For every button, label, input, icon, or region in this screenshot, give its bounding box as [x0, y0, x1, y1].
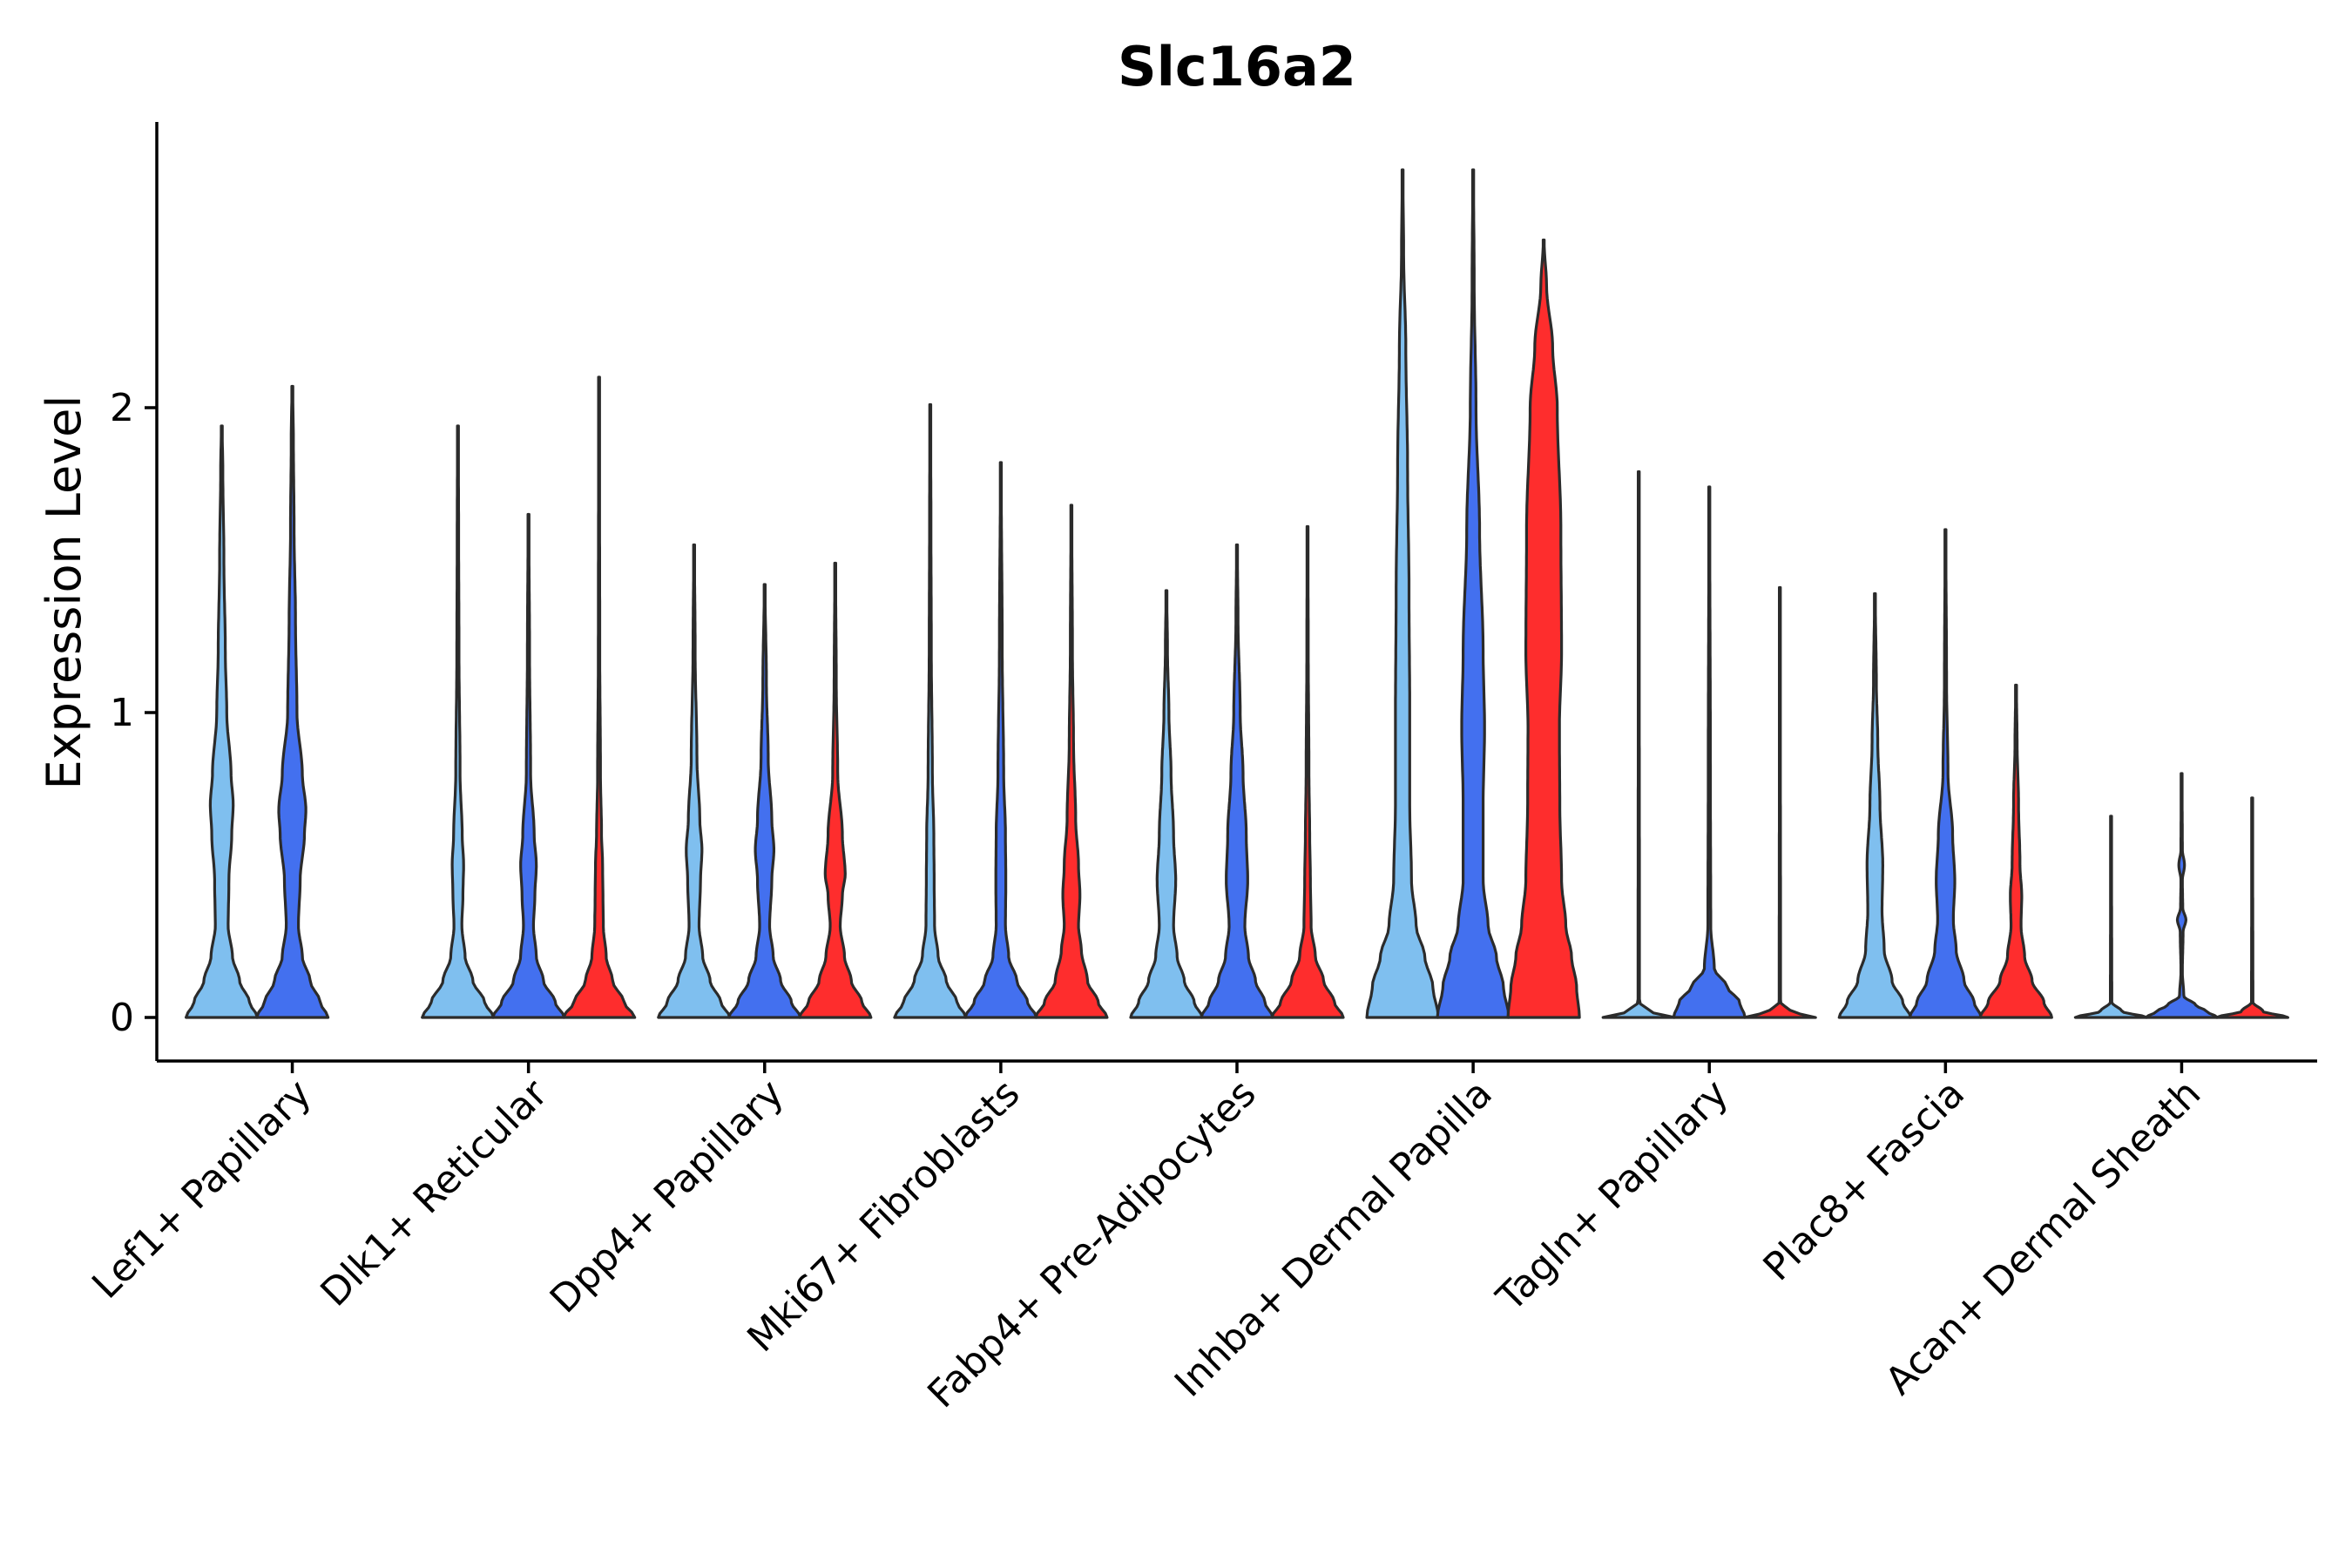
violin-8-group-1: [1837, 591, 1912, 1019]
violin-3-group-1: [657, 543, 732, 1019]
violin-1-group-2: [255, 384, 330, 1019]
violin-4-group-3: [1034, 504, 1109, 1019]
violin-6-group-2: [1436, 168, 1511, 1019]
violin-5-group-3: [1270, 524, 1345, 1019]
violin-2-group-1: [421, 424, 496, 1019]
violin-6-group-3: [1506, 238, 1581, 1019]
violin-2-group-2: [491, 512, 566, 1019]
violin-7-group-3: [1742, 585, 1817, 1019]
violins-layer: [185, 168, 2289, 1019]
chart-title: Slc16a2: [1118, 35, 1356, 98]
violin-3-group-3: [798, 561, 873, 1019]
x-tick-label-1: Lef1+ Papillary: [84, 1071, 320, 1308]
violin-7-group-2: [1672, 485, 1747, 1019]
x-tick-label-2: Dlk1+ Reticular: [312, 1071, 557, 1315]
violin-3-group-2: [727, 583, 802, 1019]
violin-7-group-1: [1601, 470, 1676, 1019]
x-tick-label-7: Tagln+ Papillary: [1488, 1071, 1737, 1321]
x-tick-label-4: Mki67+ Fibroblasts: [739, 1071, 1028, 1361]
violin-5-group-1: [1129, 589, 1204, 1019]
violin-4-group-2: [963, 461, 1038, 1019]
violin-1-group-1: [185, 424, 260, 1019]
y-tick-label-0: 0: [110, 996, 134, 1040]
x-tick-label-3: Dpp4+ Papillary: [542, 1071, 793, 1322]
violin-2-group-3: [562, 375, 637, 1019]
y-tick-label-1: 1: [110, 691, 134, 735]
violin-9-group-2: [2144, 772, 2219, 1019]
violin-5-group-2: [1200, 543, 1274, 1019]
violin-8-group-3: [1978, 683, 2053, 1019]
x-tick-label-8: Plac8+ Fascia: [1755, 1071, 1974, 1290]
violin-4-group-1: [893, 402, 968, 1019]
violin-9-group-1: [2073, 814, 2148, 1019]
y-tick-label-2: 2: [110, 386, 134, 430]
y-axis-label: Expression Level: [37, 395, 91, 790]
violin-9-group-3: [2214, 796, 2289, 1019]
violin-6-group-1: [1365, 168, 1440, 1019]
violin-8-group-2: [1908, 528, 1983, 1019]
